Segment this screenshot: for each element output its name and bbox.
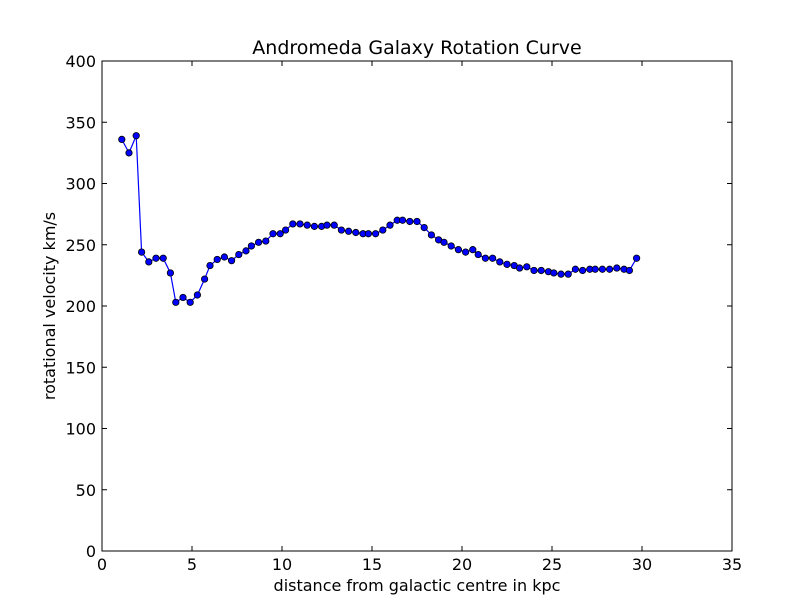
data-point	[488, 254, 497, 262]
data-point	[364, 230, 372, 238]
data-point	[166, 269, 174, 277]
data-point	[152, 254, 160, 262]
y-tick-label: 400	[65, 52, 96, 71]
y-tick-label: 150	[65, 358, 96, 377]
data-point	[289, 220, 297, 228]
y-tick-label: 100	[65, 420, 96, 439]
y-tick-label: 300	[65, 175, 96, 194]
data-point	[550, 269, 558, 277]
data-point	[303, 221, 311, 229]
data-point	[206, 261, 214, 270]
y-tick-label: 350	[65, 113, 96, 132]
data-point	[469, 246, 477, 254]
data-point	[454, 246, 462, 254]
y-tick-label: 200	[65, 297, 96, 316]
data-point	[201, 275, 209, 283]
data-point	[440, 238, 448, 246]
data-point	[605, 265, 614, 273]
data-point	[159, 254, 167, 262]
x-axis-ticks: 0 5 10 15 20 25 30 35	[97, 61, 742, 574]
data-point	[481, 254, 489, 262]
data-point	[447, 242, 455, 250]
data-point	[323, 221, 331, 229]
data-point	[613, 264, 621, 272]
y-tick-label: 250	[65, 236, 96, 255]
data-point	[269, 230, 277, 238]
data-point	[132, 132, 140, 140]
data-point	[591, 265, 599, 273]
x-tick-label: 35	[722, 555, 742, 574]
data-point	[247, 242, 255, 250]
data-point	[138, 248, 146, 256]
data-point	[598, 265, 607, 273]
data-point	[352, 228, 360, 237]
data-point	[145, 258, 153, 266]
x-tick-label: 20	[452, 555, 472, 574]
x-tick-label: 30	[632, 555, 652, 574]
x-tick-label: 25	[542, 555, 562, 574]
data-point	[281, 226, 290, 234]
data-point	[213, 255, 221, 264]
data-point	[632, 254, 641, 262]
data-point	[461, 248, 470, 256]
chart-title: Andromeda Galaxy Rotation Curve	[252, 37, 581, 59]
data-point	[310, 222, 318, 230]
data-point	[386, 221, 394, 229]
y-tick-label: 50	[76, 481, 96, 500]
data-point	[571, 265, 580, 273]
data-point	[515, 264, 524, 272]
plot-area	[101, 60, 733, 552]
data-point	[220, 253, 228, 261]
data-point	[523, 263, 531, 271]
data-point	[530, 266, 538, 275]
x-axis-label: distance from galactic centre in kpc	[274, 576, 561, 595]
data-point	[578, 266, 587, 275]
y-axis-label: rotational velocity km/s	[40, 212, 59, 400]
data-point	[118, 135, 126, 143]
data-point	[474, 250, 482, 259]
data-point	[371, 230, 380, 238]
y-tick-label: 0	[86, 542, 96, 561]
x-tick-label: 0	[97, 555, 107, 574]
data-point	[330, 221, 338, 229]
data-point	[125, 149, 133, 157]
x-tick-label: 5	[187, 555, 197, 574]
data-point	[406, 217, 414, 226]
data-point	[344, 227, 353, 235]
data-point	[564, 270, 572, 278]
data-point	[276, 230, 284, 238]
data-point	[337, 226, 345, 234]
data-point	[228, 257, 236, 265]
data-point	[413, 217, 421, 226]
data-point	[503, 260, 511, 268]
data-point	[186, 298, 194, 306]
data-point	[172, 298, 180, 306]
data-point	[496, 258, 504, 266]
data-point	[537, 266, 545, 275]
x-tick-label: 15	[362, 555, 382, 574]
data-point	[420, 224, 428, 232]
data-point	[255, 238, 263, 246]
data-point	[296, 220, 304, 228]
data-point	[557, 270, 565, 278]
data-point	[235, 250, 243, 259]
y-axis-ticks: 0 50 100 150 200 250 300 350 400	[65, 52, 732, 561]
series-points	[118, 132, 641, 306]
data-point	[427, 231, 435, 239]
x-tick-label: 10	[272, 555, 292, 574]
data-point	[398, 216, 407, 224]
data-point	[193, 291, 201, 299]
data-point	[179, 293, 187, 302]
data-point	[379, 226, 387, 234]
data-point	[625, 266, 634, 275]
data-point	[262, 237, 270, 245]
data-point	[242, 247, 250, 255]
